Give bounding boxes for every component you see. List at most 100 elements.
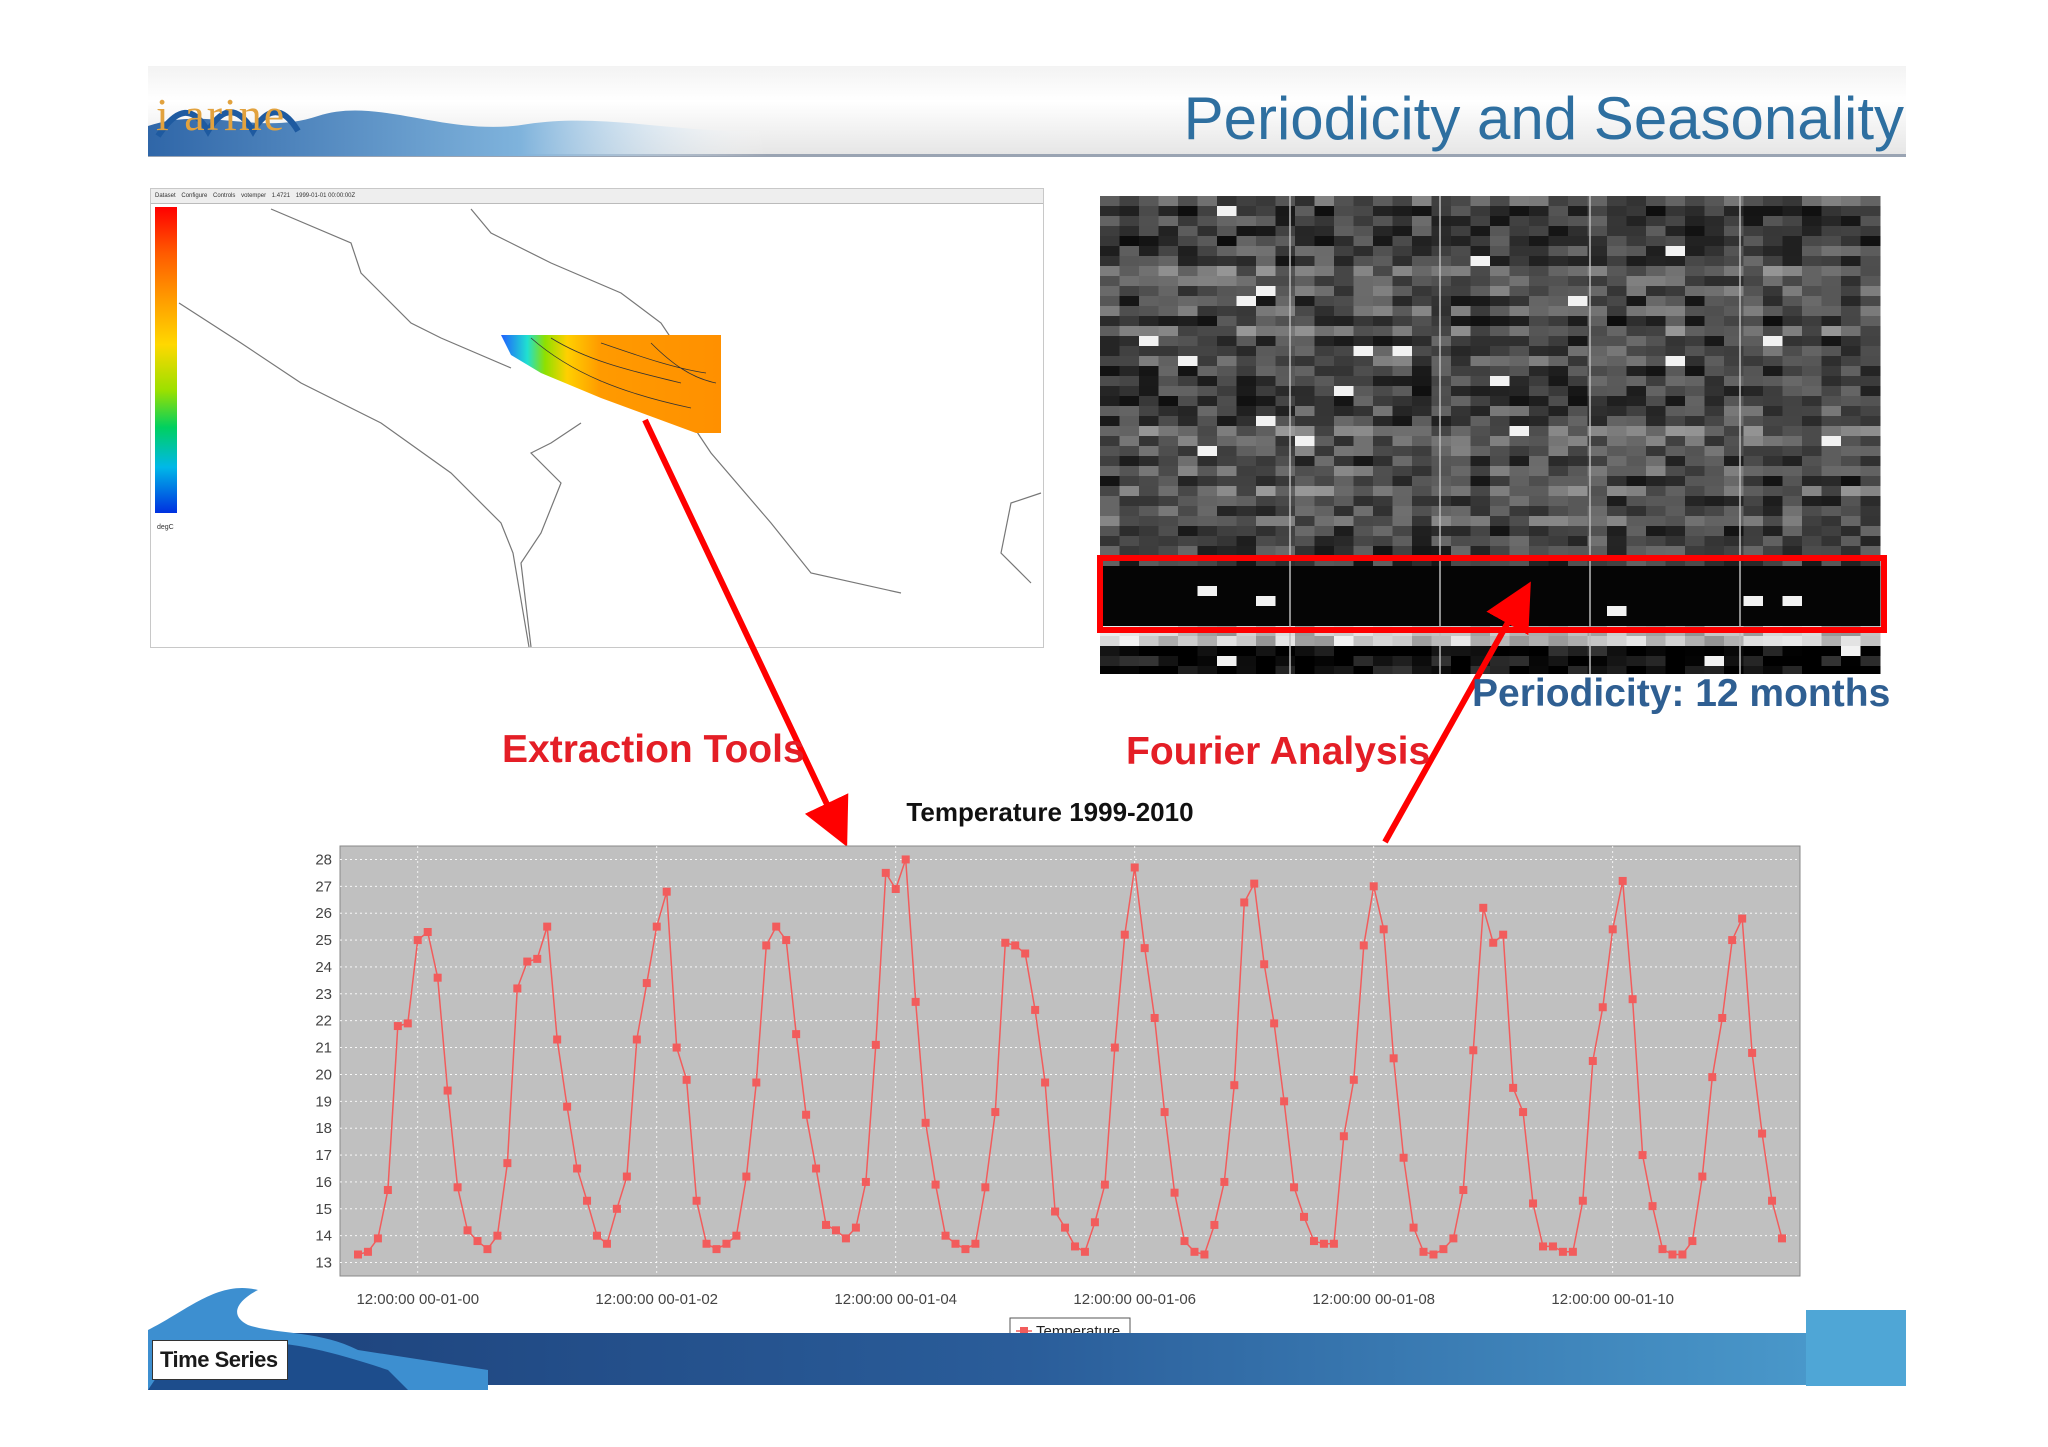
x-tick-label: 12:00:00 00-01-08: [1312, 1291, 1435, 1308]
data-point: [1638, 1151, 1647, 1160]
y-tick-label: 22: [315, 1013, 332, 1030]
data-point: [742, 1172, 751, 1181]
data-point: [702, 1239, 711, 1248]
data-point: [1250, 879, 1259, 888]
data-point: [533, 954, 542, 963]
data-point: [1449, 1234, 1458, 1243]
x-tick-label: 12:00:00 00-01-02: [595, 1291, 718, 1308]
y-tick-label: 25: [315, 932, 332, 949]
x-tick-label: 12:00:00 00-01-10: [1551, 1291, 1674, 1308]
data-point: [612, 1204, 621, 1213]
data-point: [1100, 1180, 1109, 1189]
data-point: [483, 1245, 492, 1254]
data-point: [1090, 1218, 1099, 1227]
y-tick-label: 27: [315, 878, 332, 895]
data-point: [1260, 960, 1269, 969]
data-point: [1429, 1250, 1438, 1259]
toolbar-menu-configure[interactable]: Configure: [181, 193, 208, 199]
data-point: [583, 1196, 592, 1205]
data-point: [931, 1180, 940, 1189]
data-point: [782, 936, 791, 945]
extraction-region[interactable]: [501, 335, 721, 433]
map-view[interactable]: degC: [151, 203, 1043, 647]
data-point: [831, 1226, 840, 1235]
data-point: [373, 1234, 382, 1243]
y-tick-label: 23: [315, 986, 332, 1003]
toolbar-variable-select[interactable]: votemper: [241, 193, 267, 199]
data-point: [861, 1177, 870, 1186]
data-point: [1548, 1242, 1557, 1251]
data-point: [881, 868, 890, 877]
data-point: [1618, 876, 1627, 885]
data-point: [981, 1183, 990, 1192]
data-point: [1031, 1005, 1040, 1014]
data-point: [1409, 1223, 1418, 1232]
data-point: [1738, 914, 1747, 923]
data-point: [991, 1108, 1000, 1117]
map-panel: Dataset Configure Controls votemper 1.47…: [150, 188, 1044, 648]
data-point: [403, 1019, 412, 1028]
data-point: [1230, 1081, 1239, 1090]
data-point: [1688, 1237, 1697, 1246]
toolbar-depth-value[interactable]: 1.4721: [271, 193, 291, 199]
data-point: [1459, 1186, 1468, 1194]
data-point: [383, 1186, 392, 1194]
toolbar-menu-dataset[interactable]: Dataset: [155, 193, 176, 199]
footer-label: Time Series: [160, 1347, 278, 1372]
data-point: [1768, 1196, 1777, 1205]
data-point: [602, 1239, 611, 1248]
y-tick-label: 20: [315, 1066, 332, 1083]
data-point: [1140, 944, 1149, 953]
data-point: [1389, 1054, 1398, 1063]
data-point: [1578, 1196, 1587, 1205]
data-point: [951, 1239, 960, 1248]
data-point: [1519, 1108, 1528, 1117]
toolbar-time-value[interactable]: 1999-01-01 00:00:00Z: [295, 193, 356, 199]
data-point: [1439, 1245, 1448, 1254]
data-point: [1359, 941, 1368, 950]
data-point: [1379, 925, 1388, 934]
data-point: [682, 1075, 691, 1084]
data-point: [393, 1022, 402, 1031]
data-point: [642, 979, 651, 988]
data-point: [1479, 903, 1488, 912]
data-point: [1001, 938, 1010, 947]
data-point: [354, 1250, 362, 1259]
data-point: [523, 957, 532, 966]
data-point: [1280, 1097, 1289, 1106]
data-point: [1748, 1048, 1757, 1057]
data-point: [812, 1164, 821, 1173]
data-point: [1220, 1177, 1229, 1186]
extraction-arrow: [642, 418, 849, 847]
data-point: [1668, 1250, 1677, 1259]
data-point: [1698, 1172, 1707, 1181]
data-point: [622, 1172, 631, 1181]
extraction-tools-label: Extraction Tools: [502, 728, 805, 771]
y-tick-label: 21: [315, 1040, 332, 1057]
data-point: [1270, 1019, 1279, 1028]
data-point: [1628, 995, 1637, 1004]
y-tick-label: 15: [315, 1201, 332, 1218]
data-point: [1648, 1202, 1657, 1211]
data-point: [493, 1231, 502, 1240]
data-point: [553, 1035, 562, 1044]
data-point: [1778, 1234, 1786, 1243]
data-point: [1399, 1153, 1408, 1162]
data-point: [1070, 1242, 1079, 1251]
data-point: [1588, 1057, 1597, 1065]
y-tick-label: 19: [315, 1093, 332, 1110]
data-point: [1339, 1132, 1348, 1141]
data-point: [662, 887, 671, 896]
data-point: [1598, 1003, 1607, 1012]
y-tick-label: 13: [315, 1255, 332, 1272]
y-tick-label: 24: [315, 959, 332, 976]
x-tick-label: 12:00:00 00-01-04: [834, 1291, 957, 1308]
data-point: [891, 885, 900, 893]
data-point: [921, 1118, 930, 1127]
y-tick-label: 28: [315, 851, 332, 868]
data-point: [1718, 1014, 1727, 1022]
data-point: [1200, 1250, 1209, 1259]
data-point: [1419, 1247, 1428, 1256]
toolbar-menu-controls[interactable]: Controls: [213, 193, 236, 199]
